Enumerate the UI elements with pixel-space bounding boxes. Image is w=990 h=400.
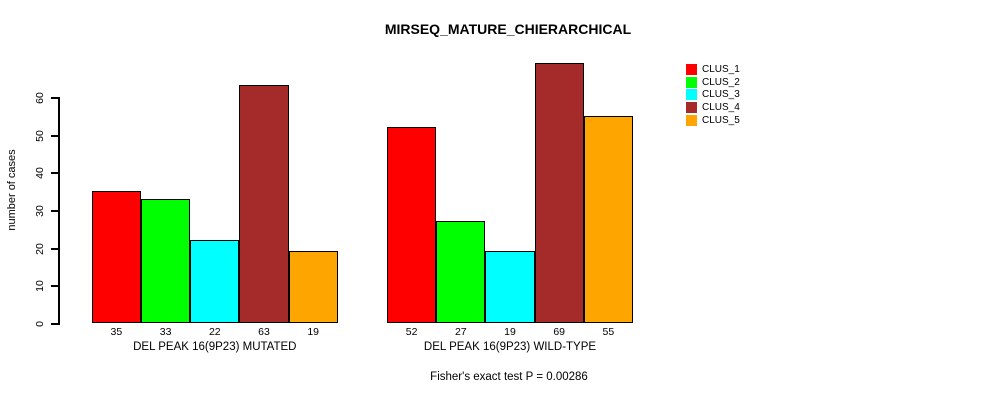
y-axis-tick-label: 20: [34, 242, 46, 255]
legend-item-label: CLUS_2: [702, 76, 740, 88]
y-axis-line: [58, 96, 60, 325]
y-axis-tick: [51, 247, 58, 250]
y-axis-tick: [51, 209, 58, 212]
bar-value-label: 69: [553, 326, 566, 338]
y-axis-tick-label: 10: [34, 280, 46, 293]
fisher-test-annotation: Fisher's exact test P = 0.00286: [430, 371, 588, 383]
legend-color-swatch: [686, 63, 697, 75]
bar-clus-5-g2: [583, 115, 633, 323]
bar-clus-2-g1: [141, 198, 191, 323]
y-axis-tick: [51, 323, 58, 325]
y-axis-tick-label: 40: [34, 167, 46, 180]
bar-value-label: 35: [110, 326, 123, 338]
bar-value-label: 22: [208, 326, 221, 338]
bar-value-label: 33: [159, 326, 172, 338]
bar-value-label: 19: [307, 326, 320, 338]
bar-value-label: 19: [504, 326, 516, 338]
y-axis-tick-label: 60: [34, 91, 46, 104]
y-axis-tick: [51, 96, 58, 99]
y-axis-tick-label: 50: [34, 129, 46, 142]
chart-title: MIRSEQ_MATURE_CHIERARCHICAL: [384, 21, 632, 37]
bar-value-label: 63: [258, 326, 270, 338]
legend: CLUS_1 CLUS_2 CLUS_3 CLUS_4 CLUS_5: [686, 63, 740, 126]
legend-item: CLUS_4: [686, 101, 740, 114]
bar-clus-2-g2: [436, 221, 486, 323]
y-axis-tick-label: 0: [34, 321, 46, 327]
legend-item-label: CLUS_4: [702, 101, 740, 113]
bar-clus-1-g1: [91, 191, 141, 323]
bar-clus-5-g1: [288, 251, 338, 323]
y-axis-tick-label: 30: [34, 205, 46, 217]
bar-value-label: 52: [405, 326, 418, 338]
bar-clus-1-g2: [387, 126, 437, 323]
x-category-label: DEL PEAK 16(9P23) MUTATED: [133, 341, 297, 353]
bar-clus-4-g1: [239, 85, 289, 323]
bar-clus-4-g2: [534, 62, 584, 323]
legend-item-label: CLUS_3: [702, 89, 740, 101]
legend-color-swatch: [686, 76, 697, 88]
legend-item-label: CLUS_1: [702, 63, 740, 75]
legend-color-swatch: [686, 89, 697, 101]
x-category-label: DEL PEAK 16(9P23) WILD-TYPE: [423, 341, 597, 353]
legend-item: CLUS_5: [686, 114, 740, 127]
legend-item-label: CLUS_5: [702, 114, 740, 126]
bar-clus-3-g2: [485, 251, 535, 323]
bar-clus-3-g1: [190, 240, 240, 323]
y-axis-tick: [51, 134, 58, 137]
bar-value-label: 55: [602, 326, 615, 338]
y-axis-tick: [51, 285, 58, 288]
y-axis-tick: [51, 172, 58, 175]
legend-item: CLUS_3: [686, 88, 740, 101]
legend-item: CLUS_2: [686, 76, 740, 89]
y-axis-label: number of cases: [6, 149, 18, 231]
legend-color-swatch: [686, 101, 697, 113]
legend-item: CLUS_1: [686, 63, 740, 76]
legend-color-swatch: [686, 114, 697, 126]
bar-value-label: 27: [454, 326, 467, 338]
